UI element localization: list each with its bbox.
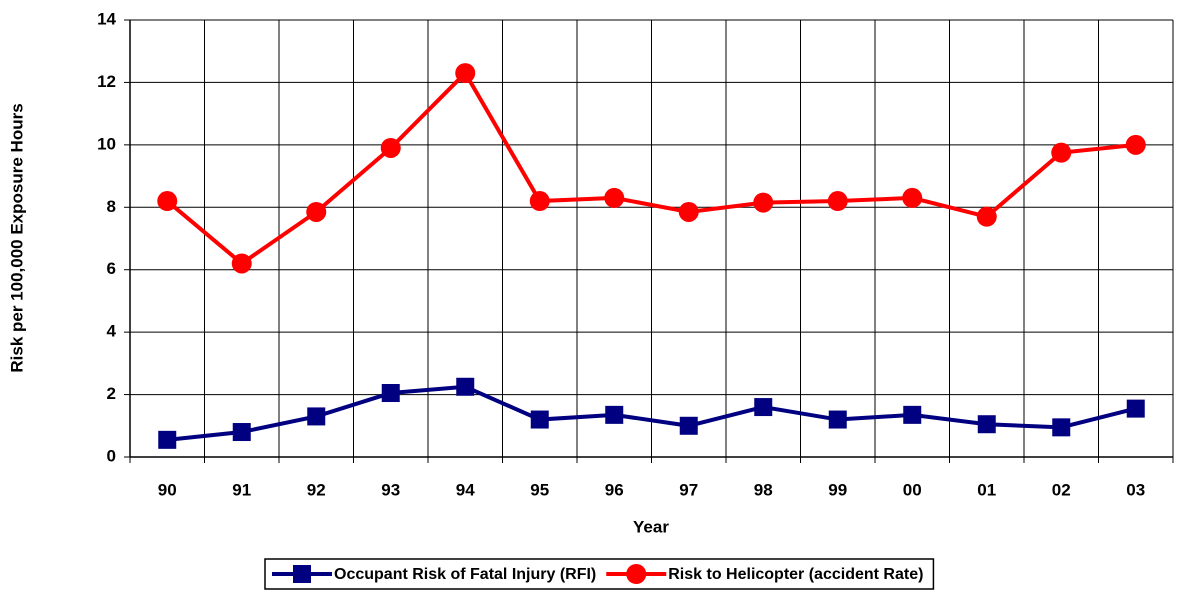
marker — [307, 407, 326, 426]
y-tick-label: 12 — [97, 72, 116, 91]
y-tick-label: 2 — [107, 384, 116, 403]
marker — [903, 405, 922, 424]
marker — [529, 191, 550, 212]
marker — [1126, 399, 1145, 418]
y-tick-label: 14 — [97, 9, 116, 28]
x-tick-label: 00 — [903, 480, 922, 499]
x-tick-label: 91 — [232, 480, 251, 499]
marker — [231, 253, 252, 274]
y-tick-label: 0 — [107, 446, 116, 465]
legend-label: Risk to Helicopter (accident Rate) — [668, 566, 923, 583]
marker — [1125, 134, 1146, 155]
x-tick-label: 94 — [456, 480, 475, 499]
marker — [232, 423, 251, 442]
marker — [293, 565, 311, 583]
marker — [753, 192, 774, 213]
legend-label: Occupant Risk of Fatal Injury (RFI) — [334, 566, 596, 583]
x-tick-label: 01 — [977, 480, 996, 499]
marker — [1051, 142, 1072, 163]
x-tick-label: 90 — [158, 480, 177, 499]
x-tick-label: 97 — [679, 480, 698, 499]
marker — [530, 410, 549, 429]
marker — [157, 191, 178, 212]
line — [167, 384, 1137, 442]
x-tick-label: 93 — [381, 480, 400, 499]
x-tick-label: 92 — [307, 480, 326, 499]
marker — [1052, 418, 1071, 437]
x-tick-label: 96 — [605, 480, 624, 499]
marker — [158, 430, 177, 449]
marker — [754, 398, 773, 417]
y-tick-label: 10 — [97, 134, 116, 153]
marker — [456, 377, 475, 396]
x-tick-label: 95 — [530, 480, 549, 499]
marker — [977, 415, 996, 434]
x-tick-label: 03 — [1126, 480, 1145, 499]
y-tick-label: 4 — [107, 322, 117, 341]
x-tick-label: 99 — [828, 480, 847, 499]
x-tick-label: 02 — [1052, 480, 1071, 499]
x-tick-label: 98 — [754, 480, 773, 499]
marker — [827, 191, 848, 212]
marker — [828, 410, 847, 429]
series — [157, 63, 1146, 274]
marker — [679, 416, 698, 435]
y-tick-label: 6 — [107, 259, 116, 278]
line — [165, 69, 1136, 266]
marker — [455, 63, 476, 84]
series — [158, 377, 1145, 449]
legend: Occupant Risk of Fatal Injury (RFI) Risk … — [264, 558, 935, 590]
marker — [605, 405, 624, 424]
marker — [380, 137, 401, 158]
marker — [976, 206, 997, 227]
legend-box — [264, 558, 935, 590]
marker — [604, 187, 625, 208]
marker — [678, 201, 699, 222]
marker — [626, 564, 647, 584]
marker — [306, 201, 327, 222]
y-axis-label: Risk per 100,000 Exposure Hours — [7, 103, 26, 372]
marker — [381, 384, 400, 403]
marker — [902, 187, 923, 208]
x-axis-label: Year — [633, 517, 669, 536]
y-tick-label: 8 — [107, 197, 116, 216]
